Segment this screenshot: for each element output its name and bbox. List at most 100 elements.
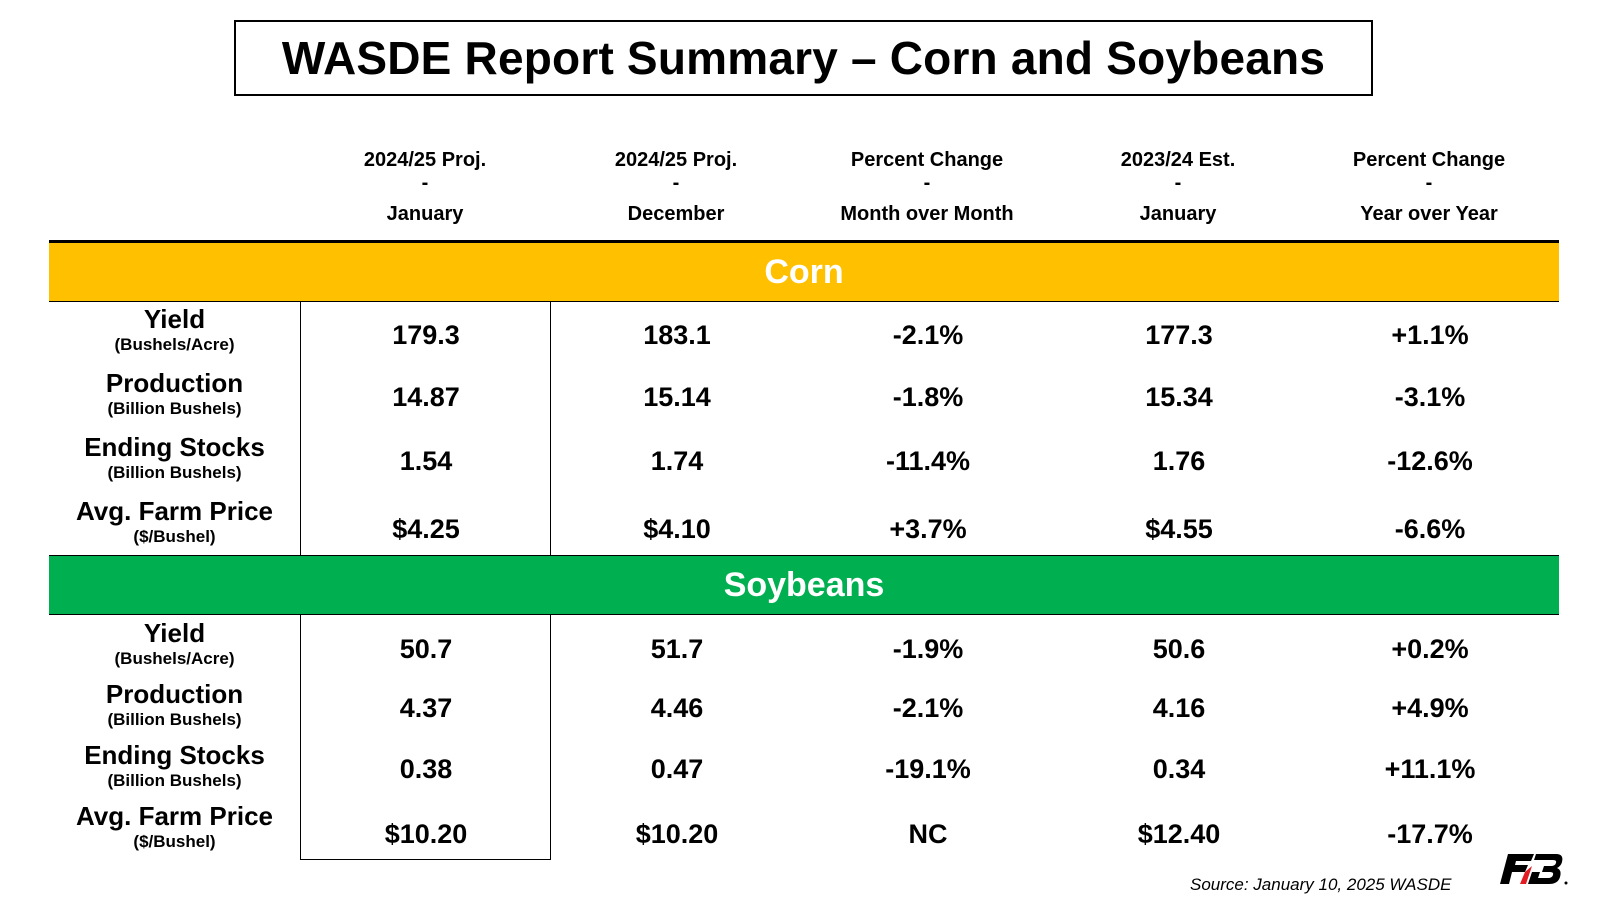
column-header-line3: Month over Month (840, 203, 1014, 225)
cell-value: 183.1 (643, 320, 711, 350)
cell-value: 15.14 (643, 382, 711, 412)
row-label-unit: ($/Bushel) (133, 832, 216, 851)
cell-value: -1.8% (892, 382, 964, 412)
column-header-line3: Year over Year (1360, 203, 1498, 225)
row-label-unit: (Billion Bushels) (107, 399, 242, 418)
row-label-unit: (Billion Bushels) (107, 771, 242, 790)
row-label-main: Production (105, 368, 244, 398)
row-label-unit: ($/Bushel) (133, 527, 216, 546)
source-note: Source: January 10, 2025 WASDE (1190, 875, 1452, 894)
highlight-column-box-corn (300, 302, 551, 555)
farm-bureau-logo-icon (1500, 854, 1568, 885)
table-row-soybeans-ending-stocks: Ending Stocks (Billion Bushels) 0.38 0.4… (49, 740, 1559, 802)
cell-value: -2.1% (892, 693, 964, 723)
table-row-corn-production: Production (Billion Bushels) 14.87 15.14… (49, 368, 1559, 430)
cell-value: 4.46 (650, 693, 704, 723)
table-row-corn-yield: Yield (Bushels/Acre) 179.3 183.1 -2.1% 1… (49, 304, 1559, 366)
cell-value: $4.10 (643, 514, 711, 544)
cell-value: $10.20 (384, 819, 468, 849)
cell-value: -11.4% (885, 446, 971, 476)
row-label: Ending Stocks (Billion Bushels) (49, 432, 300, 484)
column-header-line3: December (627, 203, 725, 225)
cell-value: 4.16 (1152, 693, 1206, 723)
cell-value: 4.37 (399, 693, 453, 723)
section-title-soybeans: Soybeans (723, 565, 885, 604)
cell-value: -2.1% (892, 320, 964, 350)
column-header-line1: 2024/25 Proj. (614, 149, 738, 171)
cell-value: 0.38 (399, 754, 453, 784)
cell-value: 51.7 (650, 634, 704, 664)
row-label-unit: (Bushels/Acre) (114, 335, 235, 354)
cell-value: 50.6 (1152, 634, 1206, 664)
row-label: Production (Billion Bushels) (49, 679, 300, 731)
cell-value: -1.9% (892, 634, 964, 664)
table-row-corn-ending-stocks: Ending Stocks (Billion Bushels) 1.54 1.7… (49, 432, 1559, 494)
column-header-3: Percent Change - Month over Month (802, 146, 1052, 228)
row-label-unit: (Billion Bushels) (107, 710, 242, 729)
row-label: Avg. Farm Price ($/Bushel) (49, 801, 300, 853)
row-label-main: Yield (143, 304, 206, 334)
column-header-line1: 2023/24 Est. (1120, 149, 1236, 171)
section-band-soybeans: Soybeans (49, 555, 1559, 615)
row-label-main: Production (105, 679, 244, 709)
column-header-5: Percent Change - Year over Year (1304, 146, 1554, 228)
cell-value: -17.7% (1387, 819, 1473, 849)
cell-value: +3.7% (889, 514, 967, 544)
column-header-dash: - (923, 172, 931, 194)
cell-value: -3.1% (1394, 382, 1466, 412)
cell-value: 0.34 (1152, 754, 1206, 784)
cell-value: 14.87 (392, 382, 460, 412)
cell-value: +0.2% (1391, 634, 1469, 664)
cell-value: $4.55 (1145, 514, 1213, 544)
column-header-1: 2024/25 Proj. - January (300, 146, 550, 228)
row-label-main: Avg. Farm Price (75, 801, 273, 831)
row-label-main: Ending Stocks (84, 432, 265, 462)
table-row-soybeans-avg-farm-price: Avg. Farm Price ($/Bushel) $10.20 $10.20… (49, 801, 1559, 863)
row-label-main: Avg. Farm Price (75, 496, 273, 526)
cell-value: -12.6% (1387, 446, 1473, 476)
column-header-2: 2024/25 Proj. - December (551, 146, 801, 228)
cell-value: $4.25 (392, 514, 460, 544)
cell-value: +1.1% (1391, 320, 1469, 350)
cell-value: 50.7 (399, 634, 453, 664)
column-header-line1: 2024/25 Proj. (363, 149, 487, 171)
row-label: Production (Billion Bushels) (49, 368, 300, 420)
column-header-4: 2023/24 Est. - January (1053, 146, 1303, 228)
table-row-corn-avg-farm-price: Avg. Farm Price ($/Bushel) $4.25 $4.10 +… (49, 496, 1559, 558)
cell-value: -19.1% (885, 754, 971, 784)
section-title-corn: Corn (764, 252, 844, 291)
row-label-unit: (Bushels/Acre) (114, 649, 235, 668)
cell-value: -6.6% (1394, 514, 1466, 544)
row-label: Avg. Farm Price ($/Bushel) (49, 496, 300, 548)
row-label-main: Yield (143, 618, 206, 648)
header-divider (49, 240, 1559, 242)
title-box: WASDE Report Summary – Corn and Soybeans (234, 20, 1373, 96)
cell-value: $12.40 (1137, 819, 1221, 849)
row-label: Ending Stocks (Billion Bushels) (49, 740, 300, 792)
table-row-soybeans-yield: Yield (Bushels/Acre) 50.7 51.7 -1.9% 50.… (49, 618, 1559, 680)
row-label-unit: (Billion Bushels) (107, 463, 242, 482)
cell-value: 15.34 (1145, 382, 1213, 412)
highlight-column-box-soybeans (300, 615, 551, 860)
section-band-corn: Corn (49, 242, 1559, 302)
column-header-line1: Percent Change (1352, 149, 1506, 171)
column-header-line1: Percent Change (850, 149, 1004, 171)
column-header-dash: - (1425, 172, 1433, 194)
column-header-dash: - (1174, 172, 1182, 194)
cell-value: 177.3 (1145, 320, 1213, 350)
cell-value: 1.54 (399, 446, 453, 476)
row-label: Yield (Bushels/Acre) (49, 618, 300, 670)
column-header-dash: - (421, 172, 429, 194)
page-title: WASDE Report Summary – Corn and Soybeans (281, 32, 1326, 84)
cell-value: +11.1% (1384, 754, 1476, 784)
row-label-main: Ending Stocks (84, 740, 265, 770)
cell-value: $10.20 (635, 819, 719, 849)
column-header-line3: January (1139, 203, 1217, 225)
cell-value: 0.47 (650, 754, 704, 784)
cell-value: 1.76 (1152, 446, 1206, 476)
table-row-soybeans-production: Production (Billion Bushels) 4.37 4.46 -… (49, 679, 1559, 741)
cell-value: 179.3 (392, 320, 460, 350)
cell-value: NC (908, 819, 948, 849)
column-header-dash: - (672, 172, 680, 194)
column-header-line3: January (386, 203, 464, 225)
